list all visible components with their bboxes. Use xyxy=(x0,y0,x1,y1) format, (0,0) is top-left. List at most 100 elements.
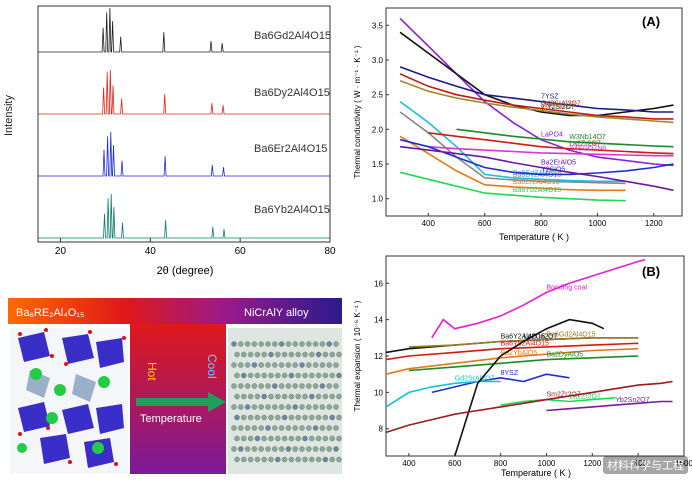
xrd-label-gd: Ba6Gd2Al4O15 xyxy=(254,30,332,42)
series-line-10 xyxy=(428,145,674,157)
xrd-xtick-label: 20 xyxy=(55,246,67,257)
thermal-expansion-panel: Thermal expansion ( 10⁻⁶ K⁻¹ ) Temperatu… xyxy=(346,250,692,480)
series-line-5 xyxy=(399,80,674,124)
series-label: LaPO4 xyxy=(541,132,563,139)
ytick-label: 3.0 xyxy=(372,56,384,65)
xrd-xtick-label: 40 xyxy=(145,246,157,257)
series-line-3 xyxy=(399,66,674,113)
series-label: Gd2SrAl2O7 xyxy=(541,101,581,108)
thermal-expansion-chart: Thermal expansion ( 10⁻⁶ K⁻¹ ) Temperatu… xyxy=(353,255,692,478)
series-line-4 xyxy=(385,342,639,361)
xrd-label-er: Ba6Er2Al4O15 xyxy=(254,143,328,155)
series-line-14 xyxy=(399,171,626,202)
diagram-left-title: Ba₆RE₂Al₄O₁₅ xyxy=(16,307,84,319)
xtick-label: 1000 xyxy=(589,219,607,228)
structure-diagram: Ba₆RE₂Al₄O₁₅ NiCrAlY alloy Hot Cool Temp… xyxy=(0,298,346,480)
series-label: Ba2ErAlO5 xyxy=(541,159,576,166)
xtick-label: 1600 xyxy=(675,459,692,468)
series-line-13 xyxy=(400,145,674,192)
series-label: Ba2YbAlO5 xyxy=(501,350,538,357)
xrd-xtick-label: 60 xyxy=(235,246,247,257)
xtick-label: 1400 xyxy=(629,459,647,468)
series-line-9 xyxy=(456,128,674,148)
diagram-top-bar xyxy=(8,298,342,324)
series-label: W3Nb14O7 xyxy=(569,134,606,141)
xrd-frame xyxy=(37,5,331,243)
xrd-label-yb: Ba6Yb2Al4O15 xyxy=(254,204,330,216)
series-label: Ba6Yb2Al4O15 xyxy=(501,341,549,348)
xrd-trace-4 xyxy=(38,193,330,239)
xtick-label: 1200 xyxy=(583,459,601,468)
series-label: Ba2DyAlO5 xyxy=(546,352,583,359)
thermal-conductivity-panel: Thermal conductivity ( W · m⁻¹ · K⁻¹ ) T… xyxy=(346,0,692,250)
series-line-7 xyxy=(399,111,626,185)
xrd-trace-2 xyxy=(38,69,330,115)
series-label: Ba6Yb2Al4O15 xyxy=(513,187,561,194)
ytick-label: 3.5 xyxy=(372,21,384,30)
ytick-label: 1.0 xyxy=(372,195,384,204)
crystal-structure-image xyxy=(10,328,128,474)
ytick-label: 14 xyxy=(374,316,383,325)
xtick-label: 1200 xyxy=(645,219,663,228)
series-line-11 xyxy=(399,135,626,192)
series-label: Ba6Er2Al4O15 xyxy=(513,179,560,186)
tc-xlabel: Temperature ( K ) xyxy=(499,232,569,242)
xtick-label: 600 xyxy=(478,219,492,228)
series-label: La2Ce2O7 xyxy=(524,333,558,340)
series-line-9 xyxy=(500,397,616,406)
series-label: La2Zr2O7 xyxy=(569,393,601,400)
series-label: Yb2Sn2O7 xyxy=(615,397,649,404)
diagram-right-title: NiCrAlY alloy xyxy=(244,307,309,319)
xrd-chart: Intensity 20 40 60 80 2θ (degree) xyxy=(3,5,336,277)
series-line-6 xyxy=(399,100,626,183)
te-panel-label: (B) xyxy=(642,264,660,279)
series-label: 7YSZ xyxy=(541,94,559,101)
series-line-10 xyxy=(454,318,605,457)
series-line-3 xyxy=(408,337,639,348)
series-label: Bonding coat xyxy=(546,284,587,291)
series-label: Yb2Sn2O7 xyxy=(541,103,575,110)
ytick-label: 8 xyxy=(379,425,384,434)
te-ylabel: Thermal expansion ( 10⁻⁶ K⁻¹ ) xyxy=(353,300,362,411)
series-line-11 xyxy=(385,380,673,434)
series-line-7 xyxy=(431,373,570,394)
diagram-svg: Ba₆RE₂Al₄O₁₅ NiCrAlY alloy Hot Cool Temp… xyxy=(8,298,342,474)
series-label: La2Zr2O7 xyxy=(569,141,601,148)
series-line-8 xyxy=(385,380,501,408)
ytick-label: 12 xyxy=(374,352,383,361)
diagram-temperature: Temperature xyxy=(140,413,202,425)
series-line-5 xyxy=(385,347,639,375)
xrd-label-dy: Ba6Dy2Al4O15 xyxy=(254,87,330,99)
diagram-cool: Cool xyxy=(205,354,219,379)
ytick-label: 1.5 xyxy=(372,160,384,169)
xrd-panel: Intensity 20 40 60 80 2θ (degree) Ba6Gd2Al4… xyxy=(0,0,346,280)
series-label: γ-Y2Si2O7 xyxy=(541,104,575,111)
te-xlabel: Temperature ( K ) xyxy=(501,468,571,478)
series-label: Gd2SrAl2O7 xyxy=(455,375,495,382)
xrd-xlabel: 2θ (degree) xyxy=(157,265,214,277)
series-line-6 xyxy=(408,355,639,372)
xtick-label: 800 xyxy=(534,219,548,228)
series-line-12 xyxy=(546,400,673,412)
series-line-12 xyxy=(399,138,674,176)
diagram-hot: Hot xyxy=(145,362,159,381)
thermal-conductivity-chart: Thermal conductivity ( W · m⁻¹ · K⁻¹ ) T… xyxy=(353,7,683,242)
xtick-label: 400 xyxy=(422,219,436,228)
alloy-lattice-image xyxy=(228,328,342,474)
xtick-label: 1000 xyxy=(538,459,556,468)
xtick-label: 400 xyxy=(402,459,416,468)
series-line-8 xyxy=(428,132,674,155)
xrd-trace-3 xyxy=(38,131,330,177)
series-label: Sm2Zr2O7 xyxy=(546,392,580,399)
series-label: Ba6Gd2Al4O15 xyxy=(546,332,595,339)
series-label: Y4Si2O7N6 xyxy=(569,146,606,153)
ytick-label: 10 xyxy=(374,388,383,397)
series-label: 8YSZ xyxy=(501,370,519,377)
xrd-xtick-label: 80 xyxy=(324,246,336,257)
xrd-ylabel: Intensity xyxy=(3,95,15,136)
xtick-label: 800 xyxy=(494,459,508,468)
ytick-label: 2.5 xyxy=(372,91,384,100)
series-line-4 xyxy=(399,73,674,120)
series-label: Ba6Y2Al4O15 xyxy=(501,333,545,340)
ytick-label: 16 xyxy=(374,279,383,288)
